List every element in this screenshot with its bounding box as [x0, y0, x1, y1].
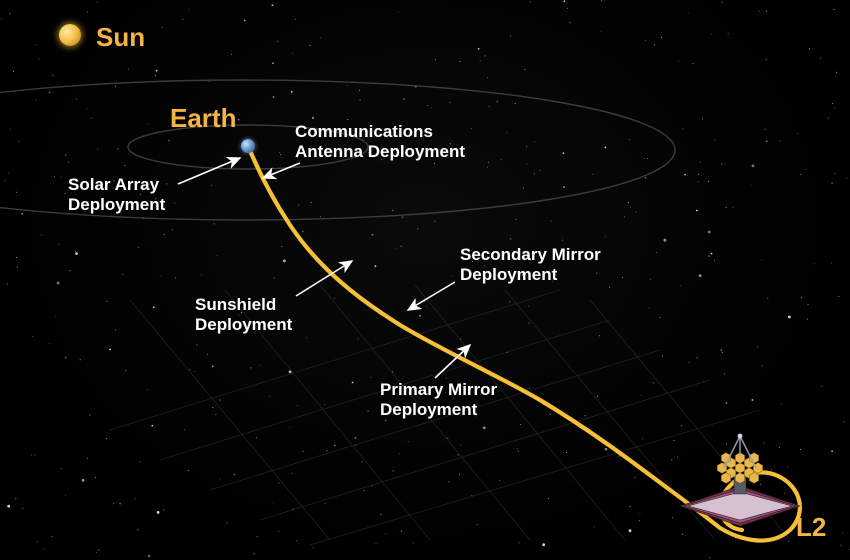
annotation-sunshield: SunshieldDeployment: [195, 295, 292, 334]
diagram-stage: Sun Earth L2 Solar ArrayDeploymentCommun…: [0, 0, 850, 560]
annotation-secondary-mirror: Secondary MirrorDeployment: [460, 245, 601, 284]
jwst-spacecraft-icon: [660, 428, 820, 553]
annotation-comm-antenna: CommunicationsAntenna Deployment: [295, 122, 465, 161]
sun-icon: [59, 24, 81, 46]
annotation-primary-mirror: Primary MirrorDeployment: [380, 380, 497, 419]
annotation-arrows: [178, 158, 470, 378]
earth-icon: [241, 139, 255, 153]
earth-label: Earth: [170, 103, 236, 134]
annotation-solar-array: Solar ArrayDeployment: [68, 175, 165, 214]
sun-label: Sun: [96, 22, 145, 53]
